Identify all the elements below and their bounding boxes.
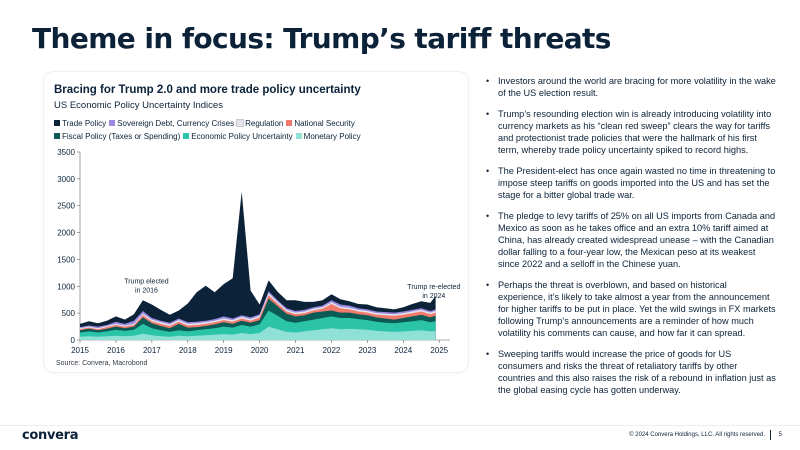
legend-swatch — [236, 119, 245, 127]
legend-label: Economic Policy Uncertainty — [191, 132, 293, 141]
legend-swatch — [286, 120, 293, 126]
page-title: Theme in focus: Trump’s tariff threats — [32, 22, 611, 55]
y-tick-label: 2500 — [57, 202, 75, 211]
x-tick-label: 2022 — [323, 346, 341, 355]
chart-annotation: Trump re-elected in 2024 — [407, 284, 460, 300]
x-tick-label: 2021 — [287, 346, 305, 355]
legend-item: Regulation — [236, 117, 284, 130]
convera-logo: convera — [22, 428, 79, 443]
y-tick-label: 1000 — [57, 282, 75, 291]
bullet-list: • Investors around the world are bracing … — [484, 75, 776, 405]
bullet-icon: • — [486, 166, 490, 176]
legend-item: Economic Policy Uncertainty — [183, 130, 293, 143]
bullet-item: • Sweeping tariffs would increase the pri… — [484, 348, 776, 396]
bullet-text: Perhaps the threat is overblown, and bas… — [498, 280, 776, 338]
legend-swatch — [54, 133, 60, 139]
bullet-item: • Trump’s resounding election win is alre… — [484, 108, 776, 156]
x-tick-label: 2018 — [179, 346, 197, 355]
x-tick-label: 2020 — [251, 346, 269, 355]
bullet-icon: • — [486, 211, 490, 221]
copyright-text: © 2024 Convera Holdings, LLC. All rights… — [629, 432, 765, 438]
x-tick-label: 2016 — [107, 346, 125, 355]
bullet-item: • The President-elect has once again wast… — [484, 165, 776, 201]
bullet-icon: • — [486, 280, 490, 290]
y-tick-label: 1500 — [57, 255, 75, 264]
y-tick-label: 500 — [62, 309, 76, 318]
y-tick-label: 3500 — [57, 148, 75, 157]
area-series-trade-policy — [80, 191, 436, 340]
bullet-text: The pledge to levy tariffs of 25% on all… — [498, 211, 776, 269]
x-tick-label: 2017 — [143, 346, 161, 355]
legend-label: Regulation — [245, 119, 284, 128]
legend-swatch — [54, 120, 60, 126]
legend-swatch — [109, 120, 116, 126]
legend-item: Sovereign Debt, Currency Crises — [109, 117, 234, 130]
legend-item: Trade Policy — [54, 117, 106, 130]
annotation-line: in 2016 — [135, 288, 158, 295]
footer-separator — [770, 430, 771, 440]
legend-item: Fiscal Policy (Taxes or Spending) — [54, 130, 180, 143]
bullet-item: • Investors around the world are bracing … — [484, 75, 776, 99]
chart-source: Source: Convera, Macrobond — [56, 360, 148, 367]
legend-label: Fiscal Policy (Taxes or Spending) — [62, 132, 181, 141]
legend-label: Trade Policy — [62, 119, 107, 128]
legend-item: Monetary Policy — [295, 130, 361, 143]
legend-label: National Security — [294, 119, 355, 128]
annotation-line: Trump elected — [124, 279, 169, 286]
legend-swatch — [295, 133, 302, 139]
chart-legend: Trade Policy Sovereign Debt, Currency Cri… — [54, 117, 364, 143]
page-number: 5 — [778, 432, 782, 438]
legend-label: Sovereign Debt, Currency Crises — [117, 119, 235, 128]
annotation-line: in 2024 — [422, 293, 445, 300]
chart-card: Bracing for Trump 2.0 and more trade pol… — [44, 72, 468, 372]
bullet-text: Trump’s resounding election win is alrea… — [498, 109, 772, 155]
legend-item: National Security — [286, 117, 355, 130]
x-tick-label: 2019 — [215, 346, 233, 355]
legend-label: Monetary Policy — [303, 132, 361, 141]
y-tick-label: 2000 — [57, 229, 75, 238]
bullet-icon: • — [486, 76, 490, 86]
bullet-item: • Perhaps the threat is overblown, and ba… — [484, 279, 776, 339]
chart-annotation: Trump elected in 2016 — [124, 279, 169, 295]
chart-subtitle: US Economic Policy Uncertainty Indices — [54, 100, 223, 111]
annotation-line: Trump re-elected — [407, 284, 460, 291]
footer-divider — [0, 425, 800, 426]
chart-title: Bracing for Trump 2.0 and more trade pol… — [54, 84, 361, 96]
x-tick-label: 2025 — [430, 346, 448, 355]
x-tick-label: 2024 — [394, 346, 412, 355]
bullet-text: Sweeping tariffs would increase the pric… — [498, 349, 776, 395]
x-tick-label: 2023 — [358, 346, 376, 355]
chart-plot: 0 500 1000 1500 2000 2500 3000 3500 2015 2016 2017… — [57, 148, 460, 355]
x-tick-label: 2015 — [71, 346, 89, 355]
bullet-text: Investors around the world are bracing f… — [498, 76, 776, 98]
legend-swatch — [183, 133, 190, 139]
area-series-monetary-policy — [80, 326, 436, 340]
bullet-icon: • — [486, 109, 490, 119]
bullet-text: The President-elect has once again waste… — [498, 166, 776, 200]
bullet-icon: • — [486, 349, 490, 359]
bullet-item: • The pledge to levy tariffs of 25% on al… — [484, 210, 776, 270]
y-tick-label: 0 — [71, 336, 76, 345]
y-tick-label: 3000 — [57, 175, 75, 184]
